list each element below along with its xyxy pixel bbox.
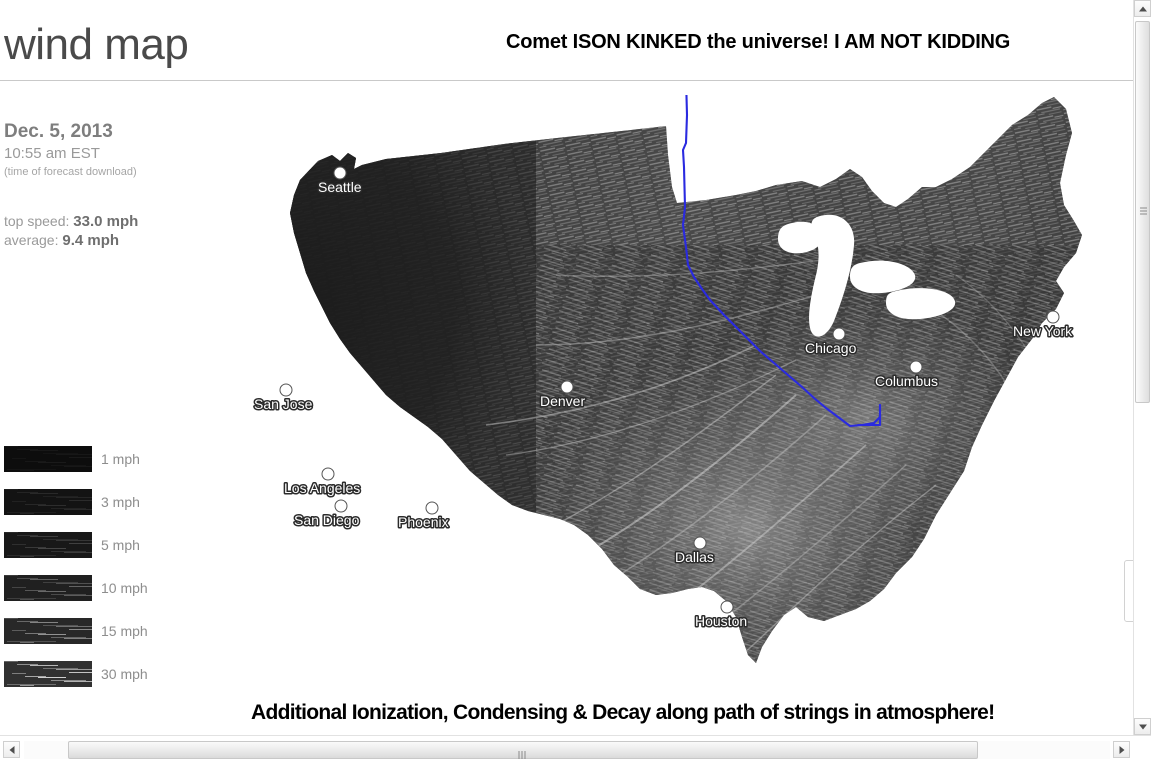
legend-row: 1 mph xyxy=(4,437,204,480)
legend-label: 30 mph xyxy=(101,665,148,682)
city-label: San Diego xyxy=(294,512,360,528)
city-dot xyxy=(909,360,923,374)
city-label: Seattle xyxy=(318,179,362,195)
horizontal-scrollbar[interactable] xyxy=(0,735,1151,763)
wind-map-canvas: Seattle San Jose Los Angeles San Diego Phoen… xyxy=(236,95,1116,705)
vertical-scrollbar-thumb[interactable] xyxy=(1135,21,1150,403)
wind-stats: top speed: 33.0 mph average: 9.4 mph xyxy=(4,212,234,250)
legend-label: 10 mph xyxy=(101,579,148,596)
horizontal-thumb-grip-icon xyxy=(518,746,528,759)
legend-row: 30 mph xyxy=(4,652,204,695)
top-annotation-text: Comet ISON KINKED the universe! I AM NOT… xyxy=(506,31,1011,53)
city-marker: Houston xyxy=(694,600,749,631)
arrow-left-icon xyxy=(9,745,14,754)
city-label: Phoenix xyxy=(398,514,449,530)
city-dot xyxy=(279,383,293,397)
city-marker: New York xyxy=(1012,310,1075,341)
content-viewport: wind map Dec. 5, 2013 10:55 am EST (time… xyxy=(0,20,1133,724)
scroll-right-button[interactable] xyxy=(1113,741,1130,758)
city-marker: San Diego xyxy=(293,499,361,530)
city-dot xyxy=(560,380,574,394)
city-marker: Dallas xyxy=(674,536,715,567)
city-dot xyxy=(720,600,734,614)
forecast-note: (time of forecast download) xyxy=(4,166,137,178)
city-dot xyxy=(321,467,335,481)
legend-label: 5 mph xyxy=(101,536,140,553)
legend-row: 10 mph xyxy=(4,566,204,609)
forecast-info-panel: Dec. 5, 2013 10:55 am EST (time of forec… xyxy=(4,120,234,250)
city-label: Los Angeles xyxy=(284,480,360,496)
arrow-right-icon xyxy=(1119,745,1124,754)
legend-row: 5 mph xyxy=(4,523,204,566)
forecast-time: 10:55 am EST xyxy=(4,145,100,162)
great-lakes xyxy=(778,214,956,337)
comet-ison-path xyxy=(681,95,882,428)
city-dot xyxy=(832,327,846,341)
header-divider xyxy=(0,80,1133,81)
city-marker: Los Angeles xyxy=(283,467,362,498)
legend-swatch xyxy=(4,574,92,601)
city-label: Chicago xyxy=(805,340,857,356)
city-label: Houston xyxy=(695,613,747,629)
city-label: San Jose xyxy=(254,396,313,412)
legend-row: 3 mph xyxy=(4,480,204,523)
legend-swatch xyxy=(4,488,92,515)
city-label: New York xyxy=(1013,323,1073,339)
city-markers: Seattle San Jose Los Angeles San Diego Phoen… xyxy=(253,166,1075,631)
average-speed-label: average: xyxy=(4,232,59,248)
city-dot xyxy=(425,501,439,515)
city-marker: San Jose xyxy=(253,383,314,414)
page-title: wind map xyxy=(4,20,189,69)
city-marker: Chicago xyxy=(804,327,858,358)
top-speed-value: 33.0 mph xyxy=(73,213,139,230)
top-speed-row: top speed: 33.0 mph xyxy=(4,212,234,231)
scroll-left-button[interactable] xyxy=(3,741,20,758)
horizontal-scrollbar-thumb[interactable] xyxy=(68,741,978,759)
bottom-annotation-text: Additional Ionization, Condensing & Deca… xyxy=(251,701,995,724)
city-dot xyxy=(693,536,707,550)
city-label: Columbus xyxy=(875,373,938,389)
arrow-up-icon xyxy=(1138,6,1147,11)
city-label: Denver xyxy=(540,393,585,409)
city-marker: Denver xyxy=(539,380,587,411)
city-marker: Phoenix xyxy=(397,501,450,532)
average-speed-row: average: 9.4 mph xyxy=(4,231,234,250)
vertical-scrollbar-track[interactable] xyxy=(1134,17,1151,718)
legend-swatch xyxy=(4,531,92,558)
vertical-thumb-grip-icon xyxy=(1140,207,1147,217)
forecast-date: Dec. 5, 2013 xyxy=(4,121,113,142)
city-dot xyxy=(334,499,348,513)
vertical-scrollbar[interactable] xyxy=(1133,0,1151,735)
top-speed-label: top speed: xyxy=(4,213,70,229)
city-dot xyxy=(1046,310,1060,324)
legend-swatch xyxy=(4,617,92,644)
city-dot xyxy=(333,166,347,180)
scroll-up-button[interactable] xyxy=(1134,0,1151,17)
scroll-down-button[interactable] xyxy=(1134,718,1151,735)
average-speed-value: 9.4 mph xyxy=(62,232,120,249)
comet-path-hook xyxy=(856,403,882,427)
legend-swatch xyxy=(4,445,92,472)
city-label: Dallas xyxy=(675,549,714,565)
legend-label: 1 mph xyxy=(101,450,140,467)
legend-swatch xyxy=(4,660,92,687)
legend-label: 3 mph xyxy=(101,493,140,510)
legend-label: 15 mph xyxy=(101,622,148,639)
legend-row: 15 mph xyxy=(4,609,204,652)
speed-legend: 1 mph 3 mph 5 mph 10 mph 15 mph 30 mph xyxy=(4,437,204,695)
city-marker: Columbus xyxy=(874,360,940,391)
city-marker: Seattle xyxy=(317,166,363,197)
arrow-down-icon xyxy=(1138,724,1147,729)
wind-field xyxy=(290,97,1082,663)
